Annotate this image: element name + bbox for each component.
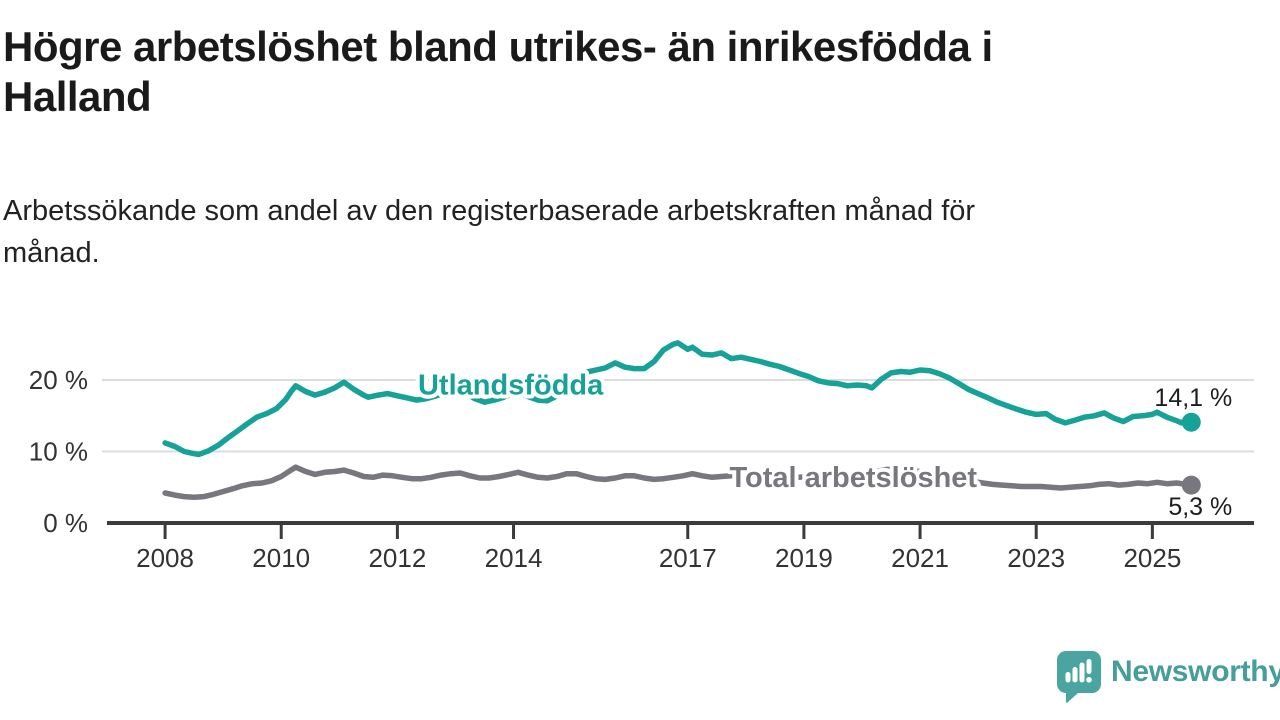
chart-subtitle-line-2: månad. [3,237,100,269]
series-line-0 [162,340,1195,458]
x-tick-label: 2017 [659,543,717,573]
x-tick-label: 2023 [1007,543,1065,573]
series-label-1: Total arbetslöshet [729,462,977,494]
x-tick-label: 2025 [1123,543,1181,573]
x-tick-label: 2010 [252,543,310,573]
exclamation-bar [1086,659,1092,674]
chart-subtitle: Arbetssökande som andel av den registerb… [3,190,1233,274]
page-title-line-1: Högre arbetslöshet bland utrikes- än inr… [3,23,993,70]
series-line-1 [162,464,1195,501]
series-end-dot-1 [1181,475,1201,495]
exclamation-dot [1086,677,1092,683]
x-tick-label: 2014 [485,543,543,573]
x-tick-label: 2019 [775,543,833,573]
y-tick-label: 10 % [29,437,88,467]
speech-bubble-shape [1057,651,1101,703]
series-end-dot-0 [1181,412,1201,432]
x-tick-label: 2012 [368,543,426,573]
bar-small [1065,672,1071,683]
chart-subtitle-line-1: Arbetssökande som andel av den registerb… [3,195,976,227]
newsworthy-icon [1057,651,1101,703]
series-end-value-0: 14,1 % [1154,384,1232,412]
y-tick-label: 0 % [43,508,88,538]
newsworthy-wordmark: Newsworthy [1111,655,1280,688]
bar-tall [1079,662,1085,683]
line-chart: 0 % 10 % 20 % 2008 2010 2012 2014 2017 2019 2021 2… [29,340,1254,573]
page-title: Högre arbetslöshet bland utrikes- än inr… [3,22,1253,122]
newsworthy-logo: Newsworthy [1056,650,1280,704]
x-tick-label: 2021 [891,543,949,573]
page-title-line-2: Halland [3,73,152,120]
series-label-0: Utlandsfödda [418,369,604,401]
bar-medium [1072,667,1078,683]
series-end-value-1: 5,3 % [1168,493,1232,521]
y-tick-label: 20 % [29,365,88,395]
x-tick-label: 2008 [136,543,194,573]
